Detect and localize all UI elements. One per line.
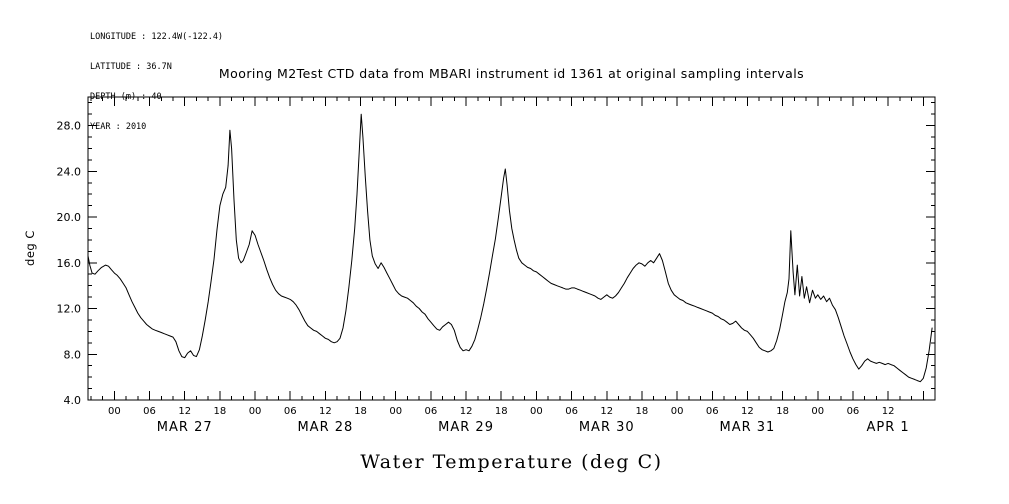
day-label: MAR 30: [579, 420, 635, 435]
x-tick-label: 00: [249, 406, 262, 417]
x-axis-title: Water Temperature (deg C): [360, 451, 663, 473]
x-tick-label: 18: [214, 406, 227, 417]
x-tick-label: 06: [847, 406, 860, 417]
x-tick-label: 12: [319, 406, 332, 417]
x-tick-label: 18: [495, 406, 508, 417]
y-tick-label: 16.0: [57, 257, 82, 270]
y-tick-label: 20.0: [57, 211, 82, 224]
y-tick-label: 24.0: [57, 165, 82, 178]
x-tick-label: 00: [530, 406, 543, 417]
metadata-longitude: LONGITUDE : 122.4W(-122.4): [90, 32, 224, 42]
x-tick-label: 12: [460, 406, 473, 417]
x-tick-label: 00: [811, 406, 824, 417]
x-tick-label: 18: [354, 406, 367, 417]
x-tick-label: 12: [882, 406, 895, 417]
x-tick-label: 06: [143, 406, 156, 417]
chart-title: Mooring M2Test CTD data from MBARI instr…: [218, 66, 805, 81]
x-tick-label: 06: [706, 406, 719, 417]
x-tick-label: 12: [741, 406, 754, 417]
x-tick-label: 06: [284, 406, 297, 417]
plot-frame: [87, 96, 936, 401]
y-tick-label: 8.0: [64, 348, 82, 361]
day-label: MAR 31: [720, 420, 776, 435]
x-tick-label: 12: [178, 406, 191, 417]
x-tick-label: 18: [776, 406, 789, 417]
y-tick-label: 12.0: [57, 303, 82, 316]
y-tick-label: 28.0: [57, 120, 82, 133]
y-tick-label: 4.0: [64, 394, 82, 407]
x-tick-label: 18: [636, 406, 649, 417]
metadata-latitude: LATITUDE : 36.7N: [90, 62, 172, 72]
x-tick-label: 06: [565, 406, 578, 417]
x-tick-label: 00: [671, 406, 684, 417]
x-tick-label: 00: [108, 406, 121, 417]
x-tick-label: 06: [425, 406, 438, 417]
temperature-line: [87, 113, 933, 383]
day-label: MAR 28: [297, 420, 353, 435]
x-tick-label: 00: [389, 406, 402, 417]
x-tick-label: 12: [600, 406, 613, 417]
day-label: MAR 27: [157, 420, 213, 435]
y-axis-label: deg C: [23, 230, 37, 266]
metadata-year: YEAR : 2010: [90, 122, 147, 132]
day-label: MAR 29: [438, 420, 494, 435]
day-label: APR 1: [867, 420, 910, 435]
